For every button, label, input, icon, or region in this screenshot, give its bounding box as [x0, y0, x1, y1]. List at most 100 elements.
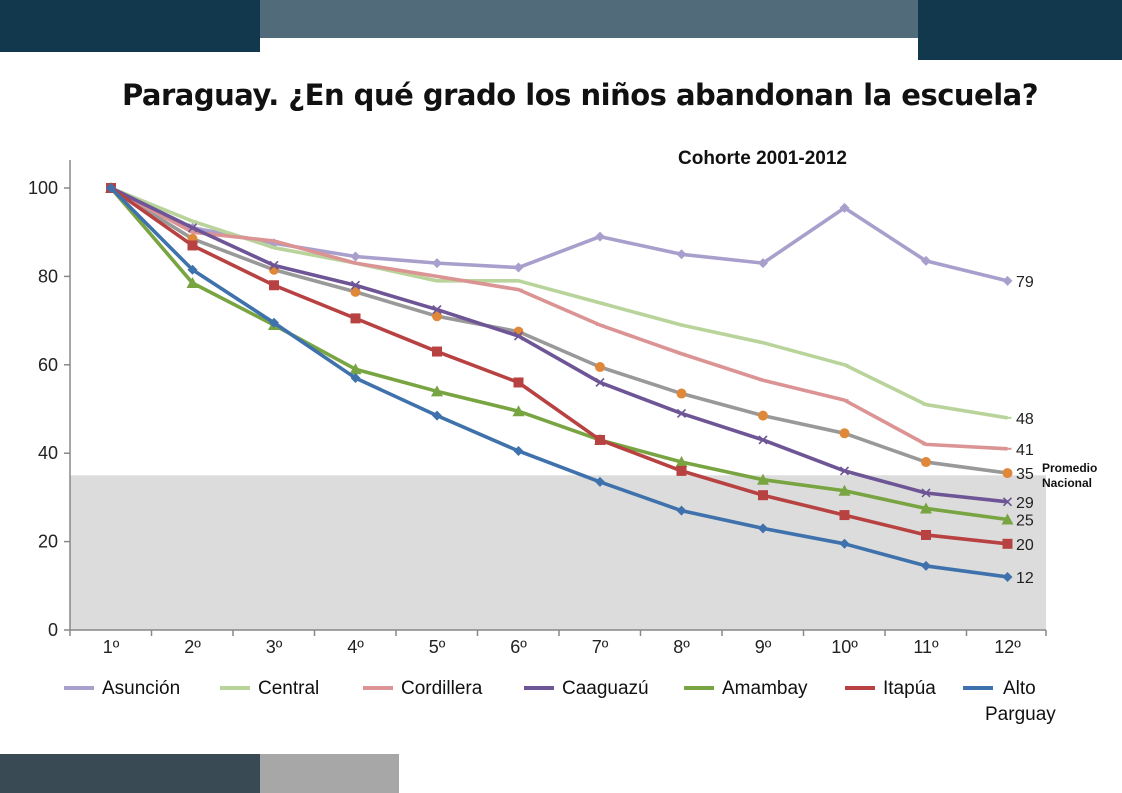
- legend-label: Asunción: [102, 678, 180, 699]
- data-point-amambay: [512, 405, 525, 417]
- end-label-cordillera: 41: [1016, 442, 1034, 459]
- end-label-itap-a: 20: [1016, 537, 1034, 554]
- data-point-itap-a: [187, 240, 198, 251]
- x-tick-label: 11º: [913, 637, 939, 657]
- x-tick-label: 4º: [347, 637, 364, 657]
- series-line-cordillera: [110, 186, 1008, 451]
- data-point-amambay: [186, 277, 199, 289]
- y-tick-label: 80: [38, 266, 58, 286]
- series-line-caaguaz-: [110, 186, 1008, 504]
- promedio-label-line1: Promedio: [1042, 461, 1097, 475]
- data-point-amambay: [431, 385, 443, 397]
- series-line-central: [110, 186, 1008, 420]
- data-point-asunci-n: [350, 251, 361, 262]
- promedio-label-line2: Nacional: [1042, 476, 1092, 490]
- data-point-national-average: [921, 457, 931, 468]
- y-tick-label: 40: [38, 443, 58, 463]
- x-tick-label: 2º: [184, 637, 201, 657]
- chart-subtitle: Cohorte 2001-2012: [678, 148, 847, 169]
- series-line-asunci-n: [110, 186, 1008, 283]
- data-point-caaguaz-: [921, 488, 931, 498]
- x-tick-label: 9º: [755, 637, 772, 657]
- data-point-caaguaz-: [1002, 497, 1013, 507]
- data-point-alto-parguay: [921, 560, 931, 571]
- end-label-alto-parguay: 12: [1016, 570, 1034, 587]
- data-point-caaguaz-: [758, 435, 768, 445]
- end-label-central: 48: [1016, 411, 1034, 428]
- data-point-itap-a: [350, 313, 361, 324]
- data-point-caaguaz-: [513, 331, 524, 341]
- data-point-caaguaz-: [269, 260, 279, 270]
- legend-item-cordillera: Cordillera: [363, 678, 483, 699]
- data-point-national-average: [839, 428, 850, 439]
- data-point-alto-parguay: [106, 183, 116, 193]
- series-alto-parguay: 12: [106, 183, 1034, 587]
- end-label-asunci-n: 79: [1016, 274, 1034, 291]
- data-point-alto-parguay: [595, 476, 605, 487]
- series-itap-a: 20: [106, 183, 1034, 554]
- data-point-national-average: [432, 311, 442, 322]
- data-point-asunci-n: [1002, 275, 1013, 286]
- data-point-alto-parguay: [269, 317, 279, 328]
- legend-label: Central: [258, 678, 319, 699]
- legend-label: Cordillera: [401, 678, 483, 699]
- legend-label: Amambay: [722, 678, 808, 699]
- y-tick-label: 100: [28, 178, 58, 198]
- data-point-caaguaz-: [595, 377, 605, 388]
- data-point-alto-parguay: [187, 264, 198, 275]
- legend-item-caaguaz-: Caaguazú: [524, 678, 649, 699]
- legend-item-asunci-n: Asunción: [64, 678, 180, 699]
- data-point-national-average: [1002, 468, 1013, 479]
- series-caaguaz-: 29: [106, 183, 1034, 512]
- data-point-caaguaz-: [839, 466, 850, 476]
- data-point-asunci-n: [921, 255, 931, 266]
- end-label-national-average: 35: [1016, 466, 1034, 483]
- end-label-amambay: 25: [1016, 513, 1034, 530]
- data-point-asunci-n: [513, 262, 524, 273]
- data-point-amambay: [757, 473, 769, 485]
- series-central: 48: [107, 186, 1034, 428]
- data-point-national-average: [758, 410, 768, 421]
- legend-item-central: Central: [220, 678, 319, 699]
- data-point-alto-parguay: [432, 410, 442, 421]
- x-tick-label: 5º: [429, 637, 446, 657]
- data-point-national-average: [595, 362, 605, 373]
- data-point-itap-a: [269, 280, 279, 291]
- legend-item-itap-a: Itapúa: [845, 678, 936, 699]
- legend-label-line1: Alto: [1003, 678, 1036, 699]
- header-bar-left: [0, 0, 260, 52]
- data-point-caaguaz-: [676, 408, 687, 418]
- legend-label: Caaguazú: [562, 678, 649, 699]
- data-point-itap-a: [758, 490, 768, 501]
- data-point-alto-parguay: [758, 523, 768, 534]
- data-point-itap-a: [595, 434, 605, 445]
- data-point-itap-a: [432, 346, 442, 357]
- data-point-asunci-n: [676, 249, 687, 260]
- header-bar-right: [918, 0, 1122, 60]
- data-point-asunci-n: [758, 258, 768, 269]
- data-point-amambay: [838, 484, 851, 496]
- footer-bar-right: [260, 754, 399, 793]
- data-point-national-average: [350, 286, 361, 297]
- data-point-asunci-n: [595, 231, 605, 242]
- x-tick-label: 1º: [103, 637, 120, 657]
- y-tick-label: 20: [38, 532, 58, 552]
- data-point-amambay: [349, 363, 362, 375]
- header-bar-middle: [260, 0, 918, 38]
- data-point-amambay: [675, 456, 688, 468]
- x-tick-label: 6º: [510, 637, 527, 657]
- data-point-caaguaz-: [432, 304, 442, 315]
- footer-bar-left: [0, 754, 260, 793]
- data-point-caaguaz-: [187, 223, 198, 233]
- data-point-asunci-n: [839, 202, 850, 213]
- data-point-alto-parguay: [839, 538, 850, 549]
- x-tick-label: 8º: [673, 637, 690, 657]
- legend-item-amambay: Amambay: [684, 678, 808, 699]
- x-tick-label: 7º: [592, 637, 609, 657]
- slide-title: Paraguay. ¿En qué grado los niños abando…: [121, 78, 1039, 112]
- y-tick-label: 0: [48, 620, 58, 640]
- data-point-amambay: [1001, 513, 1014, 525]
- series-national-average: 35: [106, 183, 1034, 483]
- data-point-alto-parguay: [350, 373, 361, 384]
